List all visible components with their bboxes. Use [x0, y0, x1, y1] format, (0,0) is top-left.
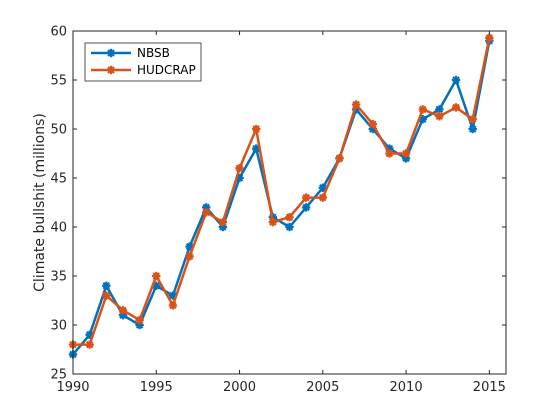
- data-point-nbsb-2013: [451, 75, 461, 85]
- data-point-hudcrap-2008: [368, 119, 377, 129]
- data-point-hudcrap-2007: [351, 100, 361, 109]
- data-point-nbsb-2000: [235, 173, 244, 183]
- data-point-nbsb-2003: [285, 222, 294, 232]
- y-tick-label-35: 35: [50, 270, 67, 285]
- data-point-hudcrap-2001: [251, 124, 261, 134]
- legend-marker-nbsb: [106, 48, 116, 58]
- data-point-hudcrap-2000: [235, 164, 244, 173]
- legend-label-nbsb: NBSB: [137, 46, 170, 60]
- data-point-hudcrap-2002: [268, 217, 278, 227]
- data-point-hudcrap-2015: [485, 33, 494, 43]
- data-point-hudcrap-1992: [102, 291, 111, 300]
- y-tick-label-40: 40: [50, 221, 67, 236]
- y-axis-label: Climate bullshit (millions): [32, 113, 48, 292]
- data-point-hudcrap-1996: [168, 301, 178, 310]
- axes-box: [72, 30, 507, 375]
- y-tick-label-45: 45: [50, 172, 67, 187]
- legend-box: [84, 42, 202, 82]
- data-point-hudcrap-1997: [185, 252, 194, 261]
- data-point-nbsb-2014: [468, 124, 477, 134]
- data-point-nbsb-2012: [435, 105, 444, 114]
- data-point-hudcrap-2009: [385, 149, 394, 158]
- data-point-hudcrap-2013: [451, 103, 461, 112]
- data-point-nbsb-1992: [102, 281, 111, 290]
- data-point-hudcrap-1991: [85, 340, 94, 349]
- y-tick-label-30: 30: [50, 319, 67, 334]
- plot-area: [73, 31, 506, 374]
- legend: NBSB HUDCRAP: [84, 42, 202, 82]
- data-point-hudcrap-2003: [285, 213, 294, 222]
- data-point-hudcrap-1994: [135, 315, 144, 325]
- data-point-nbsb-2004: [301, 203, 311, 212]
- legend-marker-hudcrap: [106, 65, 116, 75]
- data-point-hudcrap-1993: [118, 306, 128, 315]
- x-tick-label-2010: 2010: [390, 380, 423, 395]
- data-point-hudcrap-1998: [202, 208, 211, 217]
- x-tick-label-2005: 2005: [306, 380, 339, 395]
- legend-label-hudcrap: HUDCRAP: [137, 63, 196, 77]
- data-point-hudcrap-2011: [418, 105, 427, 114]
- data-point-hudcrap-1999: [218, 217, 228, 227]
- y-tick-label-60: 60: [50, 25, 67, 40]
- y-tick-label-55: 55: [50, 74, 67, 89]
- x-tick-label-1990: 1990: [56, 380, 89, 395]
- x-tick-label-1995: 1995: [140, 380, 173, 395]
- data-point-hudcrap-2012: [435, 112, 444, 121]
- data-point-hudcrap-2005: [318, 193, 328, 202]
- data-point-hudcrap-2010: [401, 149, 411, 158]
- data-point-hudcrap-2004: [301, 193, 311, 202]
- series-layer: [68, 33, 494, 359]
- x-tick-label-2015: 2015: [473, 380, 506, 395]
- data-point-hudcrap-1995: [152, 271, 161, 281]
- x-tick-label-2000: 2000: [223, 380, 256, 395]
- data-point-hudcrap-2014: [468, 115, 477, 124]
- series-line-hudcrap: [73, 37, 491, 346]
- data-point-hudcrap-2006: [335, 154, 344, 163]
- y-tick-label-25: 25: [50, 368, 67, 383]
- tick-layer: 1990 1995 2000 2005 2010 2015 25 30 35 40 45 50 55 60: [50, 25, 506, 395]
- y-tick-label-50: 50: [50, 123, 67, 138]
